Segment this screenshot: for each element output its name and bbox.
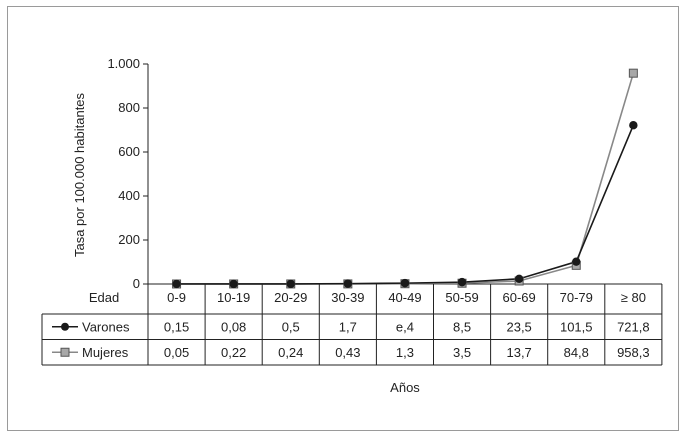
outer-border	[7, 6, 679, 431]
data-point-varones	[343, 279, 353, 288]
table-grid	[41, 284, 663, 366]
category-labels: 0-9 10-19 20-29 30-39 40-49 50-59 60-69 70-79 ≥ …	[167, 290, 646, 305]
table-cell-value: 8,5	[453, 319, 471, 334]
table-cell-value: 0,22	[221, 345, 246, 360]
table-rows: Varones 0,15 0,08 0,5 1,7 e,4 8,5 23,5 101,5 721,…	[52, 319, 650, 360]
table-cell-value: 101,5	[560, 319, 593, 334]
table-cell-value: 13,7	[506, 345, 531, 360]
legend-marker	[61, 322, 69, 331]
y-tick-label: 1.000	[107, 56, 140, 71]
category-label: 70-79	[560, 290, 593, 305]
table-cell-value: 84,8	[564, 345, 589, 360]
category-label: 50-59	[445, 290, 478, 305]
table-header-label: Edad	[89, 290, 119, 305]
data-point-varones	[457, 277, 467, 287]
category-label: 20-29	[274, 290, 307, 305]
data-point-varones	[400, 278, 410, 288]
series-markers	[172, 68, 638, 289]
table-cell-value: 0,05	[164, 345, 189, 360]
data-table: Edad 0-9 10-19 20-29 30-39 40-49 50-59 60-69 70…	[41, 284, 663, 366]
y-tick-label: 800	[118, 100, 140, 115]
data-point-mujeres	[628, 68, 638, 78]
y-axis-label: Tasa por 100.000 habitantes	[72, 92, 87, 257]
legend-label: Varones	[82, 319, 130, 334]
table-cell-value: 0,15	[164, 319, 189, 334]
x-axis-label: Años	[390, 380, 420, 395]
table-cell-value: e,4	[396, 319, 414, 334]
y-tick-label: 600	[118, 144, 140, 159]
table-cell-value: 23,5	[506, 319, 531, 334]
data-point-varones	[286, 279, 295, 289]
table-cell-value: 1,3	[396, 345, 414, 360]
table-row-varones: Varones 0,15 0,08 0,5 1,7 e,4 8,5 23,5 101,5 721,…	[52, 319, 650, 334]
table-cell-value: 0,5	[282, 319, 300, 334]
legend-marker	[60, 347, 70, 357]
table-cell-value: 958,3	[617, 345, 650, 360]
data-point-varones	[229, 279, 238, 289]
category-label: 60-69	[503, 290, 536, 305]
table-cell-value: 721,8	[617, 319, 650, 334]
category-label: ≥ 80	[621, 290, 646, 305]
data-point-varones	[572, 257, 581, 266]
data-point-varones	[514, 274, 524, 284]
category-label: 10-19	[217, 290, 250, 305]
table-row-mujeres: Mujeres 0,05 0,22 0,24 0,43 1,3 3,5 13,7 84,8 958…	[52, 345, 650, 360]
y-tick-label: 200	[118, 232, 140, 247]
data-point-varones	[629, 121, 638, 130]
category-label: 0-9	[167, 290, 186, 305]
table-cell-value: 0,24	[278, 345, 303, 360]
category-label: 30-39	[331, 290, 364, 305]
table-cell-value: 0,43	[335, 345, 360, 360]
y-tick-label: 400	[118, 188, 140, 203]
table-cell-value: 0,08	[221, 319, 246, 334]
legend-label: Mujeres	[82, 345, 129, 360]
table-cell-value: 1,7	[339, 319, 357, 334]
table-cell-value: 3,5	[453, 345, 471, 360]
plot-area: 0 200 400 600 800 1.000	[107, 56, 662, 291]
y-tick-group: 0 200 400 600 800 1.000	[107, 56, 148, 291]
y-tick-label: 0	[133, 276, 140, 291]
data-point-varones	[172, 279, 181, 289]
category-label: 40-49	[388, 290, 421, 305]
